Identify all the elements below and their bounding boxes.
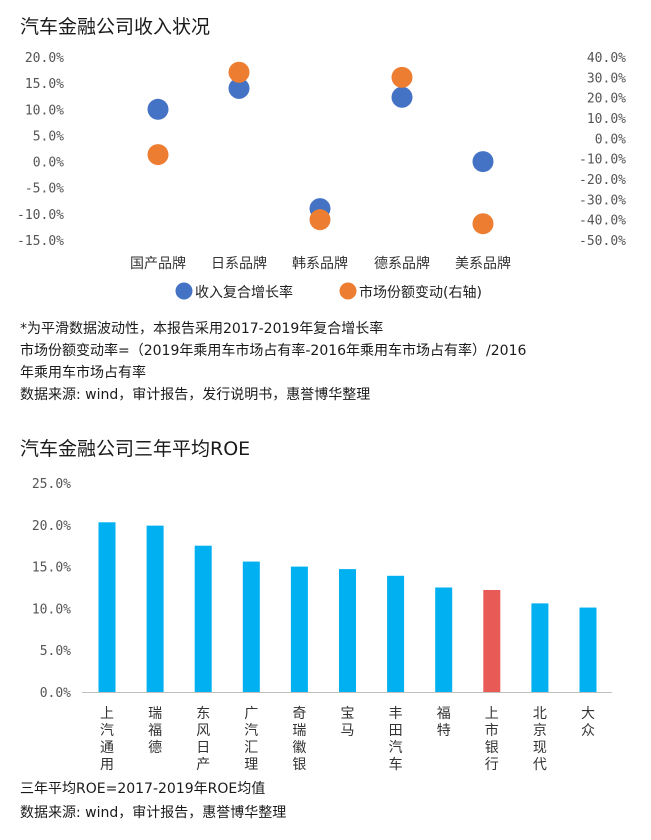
left-axis-tick: -15.0%	[17, 234, 64, 249]
revenue-growth-point	[228, 77, 250, 99]
roe-bar	[387, 575, 405, 692]
left-axis-tick: 10.0%	[25, 103, 64, 118]
chart1-source: 数据来源: wind，审计报告，发行说明书，惠誉博华整理	[20, 387, 371, 403]
chart2-source: 数据来源: wind，审计报告，惠誉博华整理	[20, 805, 287, 821]
revenue-growth-point	[391, 86, 413, 108]
chart1-title: 汽车金融公司收入状况	[20, 16, 211, 38]
chart1-note-3: 年乘用车市场占有率	[20, 365, 146, 381]
roe-bar	[98, 522, 116, 692]
left-axis-tick: -10.0%	[17, 208, 64, 223]
chart1-note-1: *为平滑数据波动性，本报告采用2017-2019年复合增长率	[20, 321, 384, 337]
chart2-note: 三年平均ROE=2017-2019年ROE均值	[20, 781, 266, 797]
left-axis-tick: 20.0%	[25, 51, 64, 66]
revenue-growth-point	[472, 151, 494, 173]
right-axis-tick: -40.0%	[579, 214, 626, 229]
left-axis-tick: 15.0%	[25, 77, 64, 92]
left-axis-tick: 5.0%	[33, 129, 64, 144]
chart2-title: 汽车金融公司三年平均ROE	[20, 438, 251, 460]
bar-category-label: 福特	[437, 706, 451, 739]
roe-bar	[146, 525, 164, 692]
roe-bar	[435, 587, 453, 692]
y-axis-tick: 20.0%	[32, 519, 71, 534]
y-axis-tick: 25.0%	[32, 477, 71, 492]
y-axis-tick: 0.0%	[40, 686, 71, 701]
y-axis-tick: 10.0%	[32, 602, 71, 617]
bar-category-label: 上汽通用	[100, 706, 114, 773]
roe-bar	[339, 569, 356, 692]
bar-category-label: 宝马	[341, 706, 355, 739]
right-axis-tick: -20.0%	[579, 173, 626, 188]
bar-category-label: 瑞福德	[148, 706, 162, 756]
legend-label-market-share: 市场份额变动(右轴)	[359, 284, 482, 301]
y-axis-tick: 15.0%	[32, 561, 71, 576]
chart1-note-2: 市场份额变动率=（2019年乘用车市场占有率-2016年乘用车市场占有率）/20…	[20, 343, 527, 359]
right-axis-tick: 0.0%	[595, 132, 626, 147]
revenue-growth-point	[147, 98, 169, 120]
right-axis-tick: -50.0%	[579, 234, 626, 249]
left-axis-tick: -5.0%	[25, 182, 64, 197]
left-axis-tick: 0.0%	[33, 156, 64, 171]
right-axis-tick: 20.0%	[587, 92, 626, 107]
legend-label-revenue-growth: 收入复合增长率	[195, 284, 293, 301]
chart1-plot: 20.0% 15.0% 10.0% 5.0% 0.0% -5.0% -10.0% -15.0%…	[17, 51, 626, 301]
market-share-point	[472, 213, 494, 235]
bar-category-label: 北京现代	[533, 706, 547, 773]
legend-marker-market-share	[339, 282, 357, 300]
category-label: 美系品牌	[455, 255, 511, 272]
roe-bar	[290, 566, 308, 692]
right-axis-tick: -30.0%	[579, 193, 626, 208]
chart2-plot: 25.0% 20.0% 15.0% 10.0% 5.0% 0.0% 上汽通用 瑞福德 东风日产 广…	[32, 477, 612, 773]
y-axis-tick: 5.0%	[40, 644, 71, 659]
market-share-point	[309, 209, 331, 231]
category-label: 日系品牌	[211, 255, 267, 272]
bar-category-label: 奇瑞徽银	[292, 705, 306, 773]
bar-category-label: 上市银行	[485, 706, 499, 773]
roe-bar	[579, 607, 597, 692]
category-label: 韩系品牌	[292, 255, 348, 272]
bar-category-label: 丰田汽车	[389, 706, 403, 773]
legend-marker-revenue-growth	[175, 282, 193, 300]
category-label: 德系品牌	[374, 255, 430, 272]
bar-category-label: 大众	[581, 706, 595, 739]
bar-category-label: 广汽汇理	[244, 706, 258, 773]
right-axis-tick: 40.0%	[587, 51, 626, 66]
market-share-point	[147, 144, 169, 166]
roe-bar	[483, 590, 501, 692]
category-label: 国产品牌	[130, 255, 186, 272]
roe-bar	[242, 561, 260, 692]
bar-category-label: 东风日产	[196, 706, 210, 773]
roe-bar	[194, 545, 212, 692]
market-share-point	[228, 61, 250, 83]
market-share-point	[391, 66, 413, 88]
right-axis-tick: -10.0%	[579, 153, 626, 168]
right-axis-tick: 10.0%	[587, 112, 626, 127]
roe-bar	[531, 603, 549, 692]
right-axis-tick: 30.0%	[587, 71, 626, 86]
